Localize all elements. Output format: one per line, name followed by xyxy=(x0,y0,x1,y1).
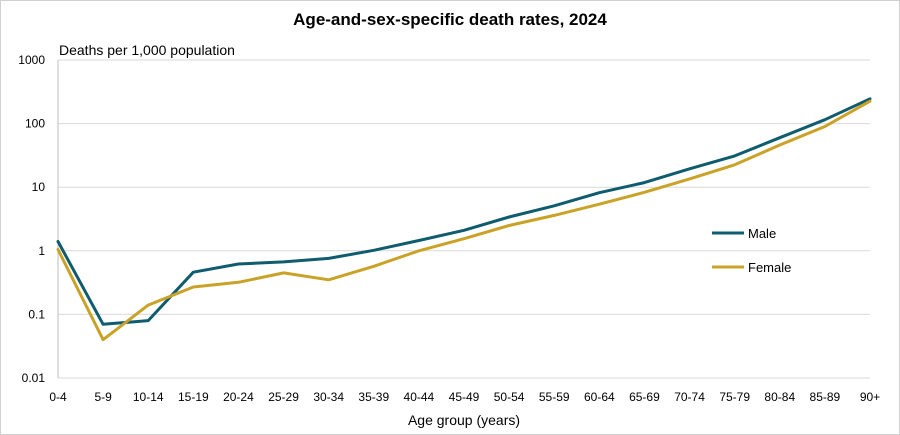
chart-title: Age-and-sex-specific death rates, 2024 xyxy=(293,10,607,29)
y-tick-label: 0.1 xyxy=(28,307,45,321)
x-tick-label: 0-4 xyxy=(49,390,67,404)
series-line-female xyxy=(56,99,872,342)
series-lines xyxy=(56,97,872,342)
y-tick-label: 10 xyxy=(32,180,46,194)
x-axis-ticks: 0-4 5-9 10-14 15-19 20-24 25-29 30-34 35-39 40-4… xyxy=(49,390,880,404)
x-tick-label: 60-64 xyxy=(584,390,615,404)
x-tick-label: 90+ xyxy=(860,390,880,404)
x-tick-label: 30-34 xyxy=(313,390,344,404)
x-tick-label: 85-89 xyxy=(810,390,841,404)
x-tick-label: 20-24 xyxy=(223,390,254,404)
y-tick-label: 0.01 xyxy=(22,371,46,385)
y-tick-label: 100 xyxy=(25,117,45,131)
x-tick-label: 65-69 xyxy=(629,390,660,404)
x-tick-label: 80-84 xyxy=(764,390,795,404)
x-tick-label: 15-19 xyxy=(178,390,209,404)
y-tick-label: 1 xyxy=(38,244,45,258)
x-tick-label: 45-49 xyxy=(449,390,480,404)
y-axis-ticks: 0.01 0.1 1 10 100 1000 xyxy=(18,53,45,385)
x-tick-label: 5-9 xyxy=(94,390,112,404)
x-tick-label: 50-54 xyxy=(494,390,525,404)
x-tick-label: 35-39 xyxy=(358,390,389,404)
x-tick-label: 40-44 xyxy=(404,390,435,404)
x-tick-label: 55-59 xyxy=(539,390,570,404)
y-tick-label: 1000 xyxy=(18,53,45,67)
x-axis-title: Age group (years) xyxy=(408,412,520,428)
legend-label-female: Female xyxy=(748,260,791,275)
x-tick-label: 10-14 xyxy=(133,390,164,404)
legend-label-male: Male xyxy=(748,226,776,241)
x-tick-label: 75-79 xyxy=(719,390,750,404)
x-tick-label: 70-74 xyxy=(674,390,705,404)
legend: Male Female xyxy=(712,226,791,275)
y-axis-title: Deaths per 1,000 population xyxy=(59,42,235,58)
gridlines xyxy=(57,59,870,379)
x-tick-label: 25-29 xyxy=(268,390,299,404)
series-line-male xyxy=(56,97,872,326)
